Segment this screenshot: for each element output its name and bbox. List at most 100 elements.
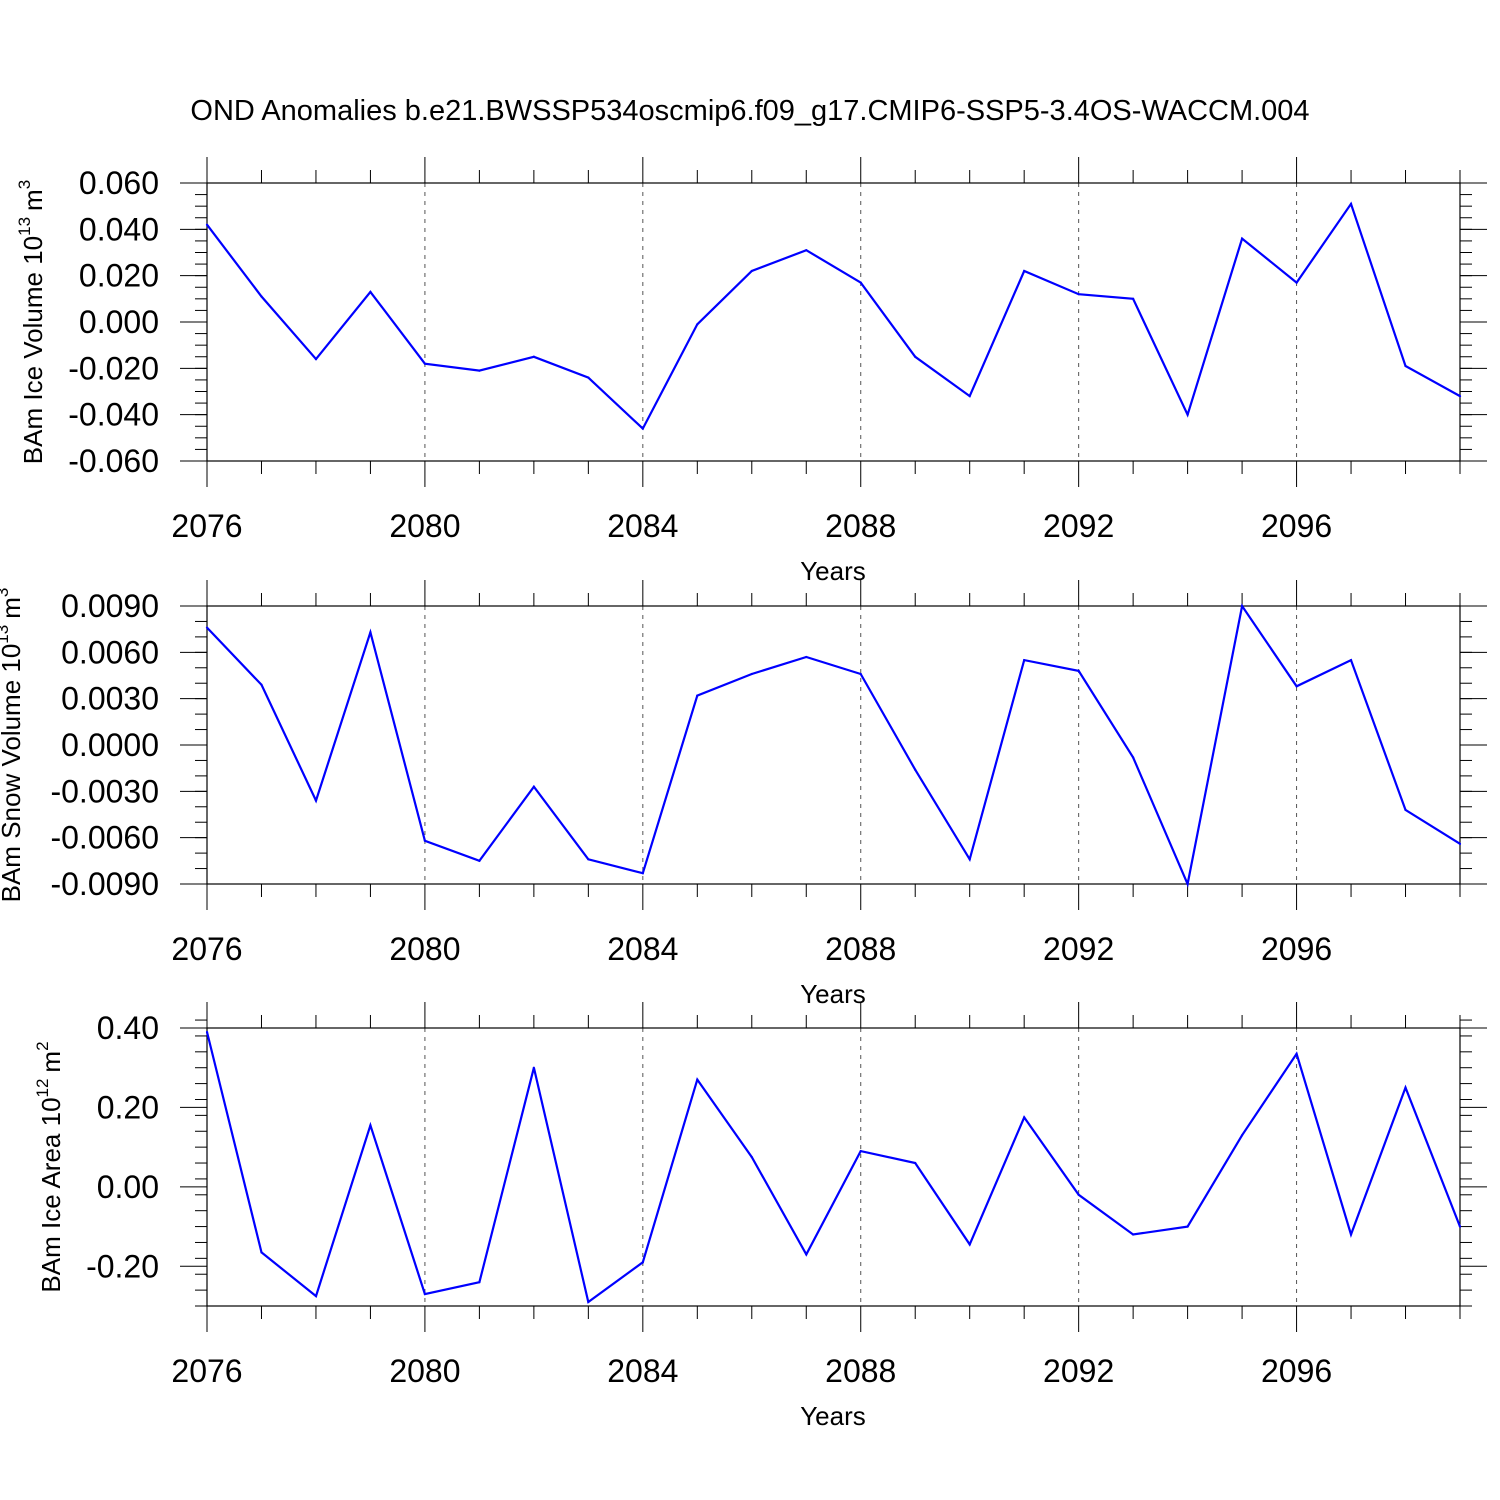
snow-volume-series-line bbox=[206, 603, 1461, 888]
y-axis-label-unit-exponent: 2 bbox=[33, 1041, 52, 1050]
x-tick-label: 2080 bbox=[389, 1353, 460, 1389]
y-axis-label: BAm Ice Volume 1013 m3 bbox=[15, 180, 48, 464]
x-tick-label: 2084 bbox=[607, 508, 678, 544]
plot-frame bbox=[206, 605, 1461, 885]
y-tick-label: 0.000 bbox=[79, 304, 159, 340]
data-point bbox=[1132, 756, 1135, 759]
y-tick-label: 0.20 bbox=[97, 1089, 159, 1125]
data-point bbox=[1240, 237, 1244, 240]
x-tick-label: 2096 bbox=[1261, 508, 1332, 544]
snow-volume-panel: -0.0090 -0.0060 -0.0030 0.0000 0.0030 0.0060 0… bbox=[0, 580, 1487, 1009]
data-point bbox=[750, 269, 753, 273]
data-point bbox=[641, 1261, 644, 1264]
x-tick-label: 2080 bbox=[389, 508, 460, 544]
y-axis-label-main: BAm Snow Volume 10 bbox=[0, 644, 26, 903]
data-point bbox=[478, 859, 481, 862]
ice-volume-series-line bbox=[206, 201, 1461, 431]
data-point bbox=[696, 1078, 699, 1081]
y-tick-label: 0.40 bbox=[97, 1010, 159, 1046]
y-tick-label: -0.040 bbox=[68, 397, 159, 433]
y-axis-label: BAm Ice Area 1012 m2 bbox=[33, 1041, 66, 1292]
data-point bbox=[205, 1030, 209, 1034]
data-point bbox=[1458, 395, 1462, 398]
data-point bbox=[260, 1251, 263, 1254]
data-point bbox=[805, 655, 808, 659]
x-axis-label: Years bbox=[800, 979, 866, 1009]
y-axis-label-unit: m bbox=[0, 597, 26, 619]
data-point bbox=[1295, 281, 1298, 284]
data-point bbox=[205, 223, 209, 226]
data-point bbox=[478, 369, 481, 372]
y-tick-label: 0.040 bbox=[79, 211, 159, 247]
data-point bbox=[1295, 685, 1298, 688]
y-tick-label: 0.00 bbox=[97, 1169, 159, 1205]
data-point bbox=[1458, 842, 1462, 845]
data-point bbox=[914, 1161, 917, 1165]
data-point bbox=[1349, 202, 1353, 205]
data-point bbox=[260, 683, 263, 686]
x-axis-label: Years bbox=[800, 556, 866, 586]
y-axis-label-main: BAm Ice Area 10 bbox=[36, 1097, 66, 1292]
y-tick-label: 0.0030 bbox=[61, 681, 159, 717]
x-tick-label: 2084 bbox=[607, 931, 678, 967]
data-point bbox=[1186, 882, 1189, 886]
data-point bbox=[314, 357, 318, 361]
y-tick-label: -0.060 bbox=[68, 443, 159, 479]
data-point bbox=[914, 768, 917, 771]
data-point bbox=[532, 355, 535, 358]
data-point bbox=[859, 672, 862, 676]
data-point bbox=[1023, 658, 1026, 662]
data-point bbox=[805, 249, 808, 252]
ice-area-panel: -0.20 0.00 0.20 0.40 2076 2080 2084 2088 2092 209… bbox=[33, 1002, 1487, 1431]
y-tick-label: -0.0030 bbox=[50, 773, 159, 809]
data-point bbox=[1023, 1116, 1026, 1119]
data-point bbox=[750, 1155, 753, 1159]
x-tick-label: 2088 bbox=[825, 508, 896, 544]
data-point bbox=[423, 362, 427, 365]
data-point bbox=[1349, 1233, 1353, 1236]
y-axis-label-exponent: 13 bbox=[15, 217, 34, 236]
data-point bbox=[260, 295, 263, 298]
data-point bbox=[696, 694, 699, 697]
data-point bbox=[968, 858, 971, 861]
y-tick-label: -0.0090 bbox=[50, 866, 159, 902]
data-point bbox=[859, 281, 862, 284]
data-point bbox=[587, 376, 590, 379]
data-point bbox=[1186, 1225, 1189, 1228]
data-point bbox=[423, 1292, 427, 1296]
data-point bbox=[1186, 413, 1189, 416]
y-tick-label: 0.0060 bbox=[61, 634, 159, 670]
data-point bbox=[1349, 658, 1353, 662]
data-point bbox=[696, 323, 699, 326]
data-point bbox=[369, 1124, 372, 1127]
y-axis-label-unit: m bbox=[18, 189, 48, 211]
data-point bbox=[1458, 1225, 1462, 1228]
data-point bbox=[750, 672, 753, 676]
chart-title: OND Anomalies b.e21.BWSSP534oscmip6.f09_… bbox=[190, 95, 1309, 127]
data-point bbox=[478, 1281, 481, 1284]
x-tick-label: 2076 bbox=[171, 1353, 242, 1389]
y-axis-label-unit: m bbox=[36, 1051, 66, 1073]
data-point bbox=[587, 858, 590, 861]
y-tick-label: 0.060 bbox=[79, 165, 159, 201]
x-tick-label: 2088 bbox=[825, 1353, 896, 1389]
y-tick-label: -0.20 bbox=[86, 1248, 159, 1284]
data-point bbox=[805, 1253, 808, 1256]
data-point bbox=[914, 355, 917, 358]
data-point bbox=[314, 1294, 318, 1298]
x-tick-label: 2076 bbox=[171, 931, 242, 967]
data-point bbox=[532, 1066, 535, 1069]
data-point bbox=[587, 1300, 590, 1304]
data-point bbox=[314, 799, 318, 802]
x-tick-label: 2092 bbox=[1043, 931, 1114, 967]
data-point bbox=[968, 1243, 971, 1246]
data-point bbox=[532, 785, 535, 788]
data-point bbox=[1404, 364, 1407, 368]
x-tick-label: 2092 bbox=[1043, 508, 1114, 544]
y-axis-label-main: BAm Ice Volume 10 bbox=[18, 236, 48, 464]
ice-volume-panel: -0.060 -0.040 -0.020 0.000 0.020 0.040 0.060 20… bbox=[15, 157, 1487, 586]
y-axis-label-exponent: 13 bbox=[0, 625, 12, 644]
data-point bbox=[859, 1150, 862, 1153]
x-tick-label: 2080 bbox=[389, 931, 460, 967]
